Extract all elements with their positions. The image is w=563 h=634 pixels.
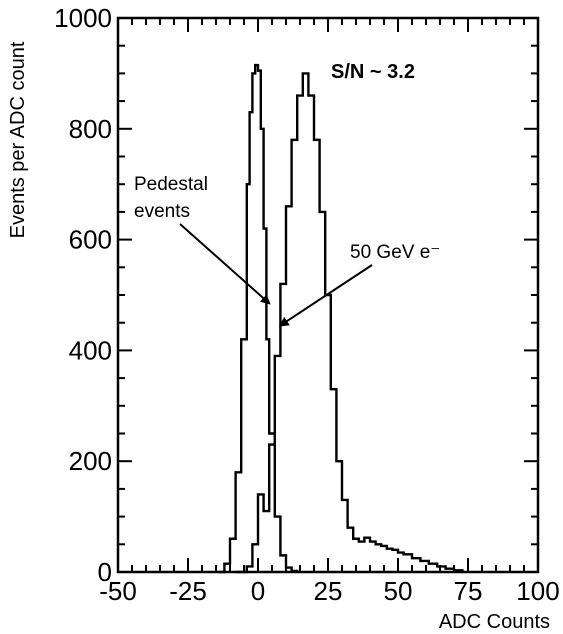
signal-histogram-line: [235, 72, 464, 574]
x-axis-ticks: -50 -25 0 25 50 75 100: [99, 18, 560, 606]
x-tick-label: 75: [454, 576, 483, 606]
x-tick-label: 50: [384, 576, 413, 606]
y-tick-label: 1000: [54, 3, 112, 33]
y-tick-label: 800: [69, 114, 112, 144]
electron-annotation: 50 GeV e⁻: [350, 242, 440, 263]
x-tick-label: 100: [516, 576, 559, 606]
events-annotation: events: [134, 201, 190, 222]
y-tick-label: 200: [69, 446, 112, 476]
electron-arrow: [278, 264, 373, 327]
x-tick-label: 25: [314, 576, 343, 606]
x-tick-label: 0: [251, 576, 265, 606]
annotation-arrows: [179, 223, 373, 327]
x-tick-label: -50: [99, 576, 137, 606]
x-tick-label: -25: [169, 576, 207, 606]
y-tick-label: 600: [69, 225, 112, 255]
x-axis-title: ADC Counts: [439, 611, 550, 633]
pedestal-annotation: Pedestal: [134, 174, 208, 195]
y-tick-label: 400: [69, 335, 112, 365]
pedestal-arrow: [179, 223, 271, 305]
y-axis-title: Events per ADC count: [7, 41, 29, 238]
y-tick-label: 0: [98, 557, 112, 587]
y-axis-ticks: 0 200 400 600 800 1000: [54, 3, 538, 587]
sn-annotation: S/N ~ 3.2: [331, 61, 415, 83]
series-layer: [218, 63, 464, 574]
pedestal-histogram-line: [218, 63, 299, 574]
